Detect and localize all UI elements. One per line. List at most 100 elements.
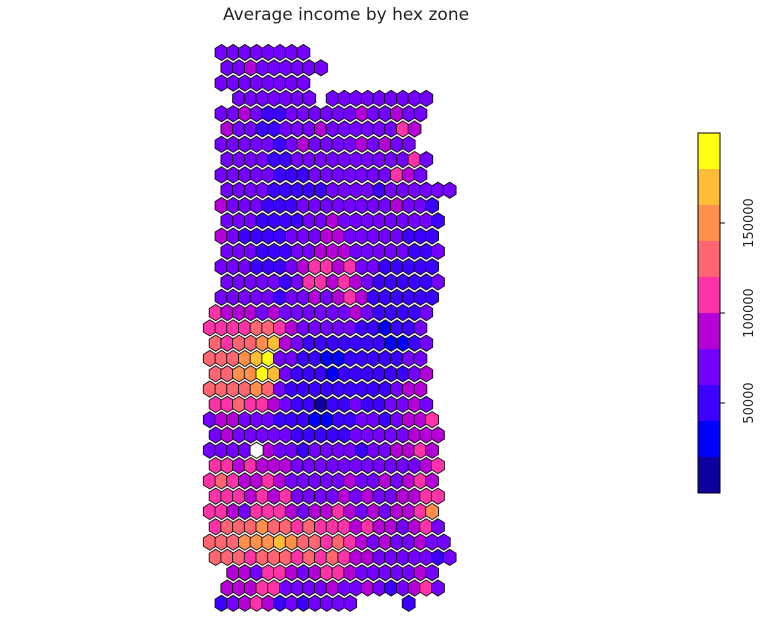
hex-cell	[390, 564, 404, 582]
hex-cell	[425, 411, 439, 429]
hex-cell	[290, 273, 305, 291]
hex-cell	[384, 181, 399, 199]
hex-cell	[278, 426, 293, 444]
hex-cell	[425, 288, 439, 306]
hex-cell	[372, 181, 387, 199]
hex-cell	[442, 548, 457, 567]
hex-cell	[314, 120, 328, 138]
hex-cell	[395, 395, 410, 414]
hex-cell	[314, 242, 328, 261]
hex-cell	[243, 456, 258, 475]
hex-cell	[384, 395, 399, 414]
hex-cell	[401, 135, 416, 153]
hex-cell	[331, 196, 346, 215]
hex-cell	[284, 502, 299, 521]
hex-cell	[407, 487, 422, 505]
hex-cell	[366, 135, 381, 153]
hex-cell	[314, 456, 328, 475]
hex-cell	[431, 242, 445, 261]
hex-cell	[202, 472, 217, 490]
hex-cell	[378, 349, 393, 368]
legend-tick-label: 150000	[742, 198, 757, 248]
hex-cell	[343, 441, 358, 459]
hex-cell	[419, 456, 434, 475]
hex-cell	[419, 273, 434, 291]
hex-cell	[319, 288, 334, 306]
hex-cell	[384, 426, 399, 444]
hex-cell	[331, 105, 346, 123]
hex-cell	[401, 472, 416, 490]
hex-cell	[319, 472, 334, 490]
hex-cell	[395, 181, 410, 199]
hex-cell	[302, 548, 317, 567]
hex-cell	[407, 334, 422, 352]
hex-cell	[372, 456, 387, 475]
hex-cell	[226, 502, 241, 521]
hex-cell	[273, 227, 287, 245]
hex-cell	[325, 487, 340, 505]
hex-cell	[214, 380, 229, 398]
hex-cell	[261, 74, 276, 92]
hex-cell	[296, 349, 311, 368]
hex-cell	[425, 472, 439, 490]
hex-cell	[267, 89, 282, 108]
hex-cell	[378, 564, 393, 582]
hex-cell	[308, 564, 322, 582]
hex-cell	[407, 212, 422, 230]
hex-cell	[214, 196, 229, 215]
hex-cell	[349, 548, 363, 567]
hex-cell	[390, 105, 404, 123]
hex-cell	[208, 426, 223, 444]
hex-cell	[319, 166, 334, 184]
hex-cell	[208, 518, 223, 536]
hex-cell	[331, 319, 346, 337]
hex-cell	[366, 196, 381, 215]
hex-cell	[349, 487, 363, 505]
hex-cell	[220, 365, 235, 383]
hex-cell	[273, 43, 287, 62]
hex-cell	[372, 334, 387, 352]
hex-cell	[243, 89, 258, 108]
hex-cell	[308, 135, 322, 153]
hex-cell	[372, 212, 387, 230]
hex-cell	[378, 258, 393, 276]
hex-cell	[278, 548, 293, 567]
hex-cell	[390, 472, 404, 490]
hex-cell	[243, 426, 258, 444]
hex-cell	[232, 303, 246, 322]
hex-cell	[355, 196, 369, 215]
hex-cell	[226, 196, 241, 215]
hex-cell	[366, 227, 381, 245]
hex-cell	[331, 166, 346, 184]
hex-cell	[395, 212, 410, 230]
hex-cell	[360, 395, 375, 414]
hex-cell	[319, 441, 334, 459]
hex-cell	[401, 441, 416, 459]
hex-cell	[314, 365, 328, 383]
hex-cell	[238, 349, 252, 368]
hex-cell	[284, 288, 299, 306]
hex-cell	[343, 380, 358, 398]
hex-cell	[284, 227, 299, 245]
hex-cell	[232, 150, 246, 169]
hex-cell	[331, 594, 346, 612]
hex-cell	[401, 411, 416, 429]
hex-cell	[255, 487, 270, 505]
hex-cell	[273, 258, 287, 276]
hex-cell	[407, 365, 422, 383]
hex-cell	[273, 74, 287, 92]
hex-cell	[372, 303, 387, 322]
hex-cell	[431, 212, 445, 230]
hex-cell	[261, 380, 276, 398]
hex-cell	[308, 380, 322, 398]
hex-cell	[384, 273, 399, 291]
hex-cell-empty	[249, 441, 264, 459]
hex-cell	[202, 533, 217, 551]
legend-swatch	[698, 385, 720, 421]
hex-cell	[220, 273, 235, 291]
hex-cell	[390, 227, 404, 245]
hex-cell	[243, 120, 258, 138]
hex-cell	[226, 533, 241, 551]
hex-cell	[267, 59, 282, 77]
hex-cell	[360, 303, 375, 322]
